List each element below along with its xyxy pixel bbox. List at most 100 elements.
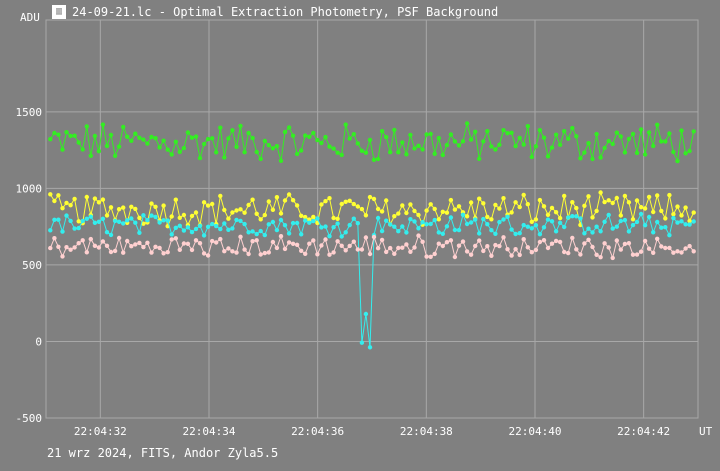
series-4-point <box>52 236 57 241</box>
series-3-point <box>545 217 551 222</box>
series-4-point <box>363 235 369 240</box>
series-4-point <box>355 247 360 252</box>
series-2-point <box>355 204 360 209</box>
series-1-point <box>246 130 251 136</box>
series-3-point <box>444 224 450 229</box>
series-3-point <box>359 340 365 345</box>
series-4-point <box>460 239 466 244</box>
series-1-point <box>501 128 506 133</box>
series-4-point <box>290 241 296 246</box>
series-3-point <box>501 217 506 222</box>
series-3-point <box>566 215 571 220</box>
series-2-point <box>602 199 607 205</box>
series-2-point <box>501 196 506 201</box>
series-4-point <box>359 247 365 252</box>
series-1-point <box>363 150 369 155</box>
series-3-point <box>169 232 174 237</box>
series-1-point <box>618 134 623 139</box>
series-2-point <box>493 202 498 208</box>
series-3-point <box>125 218 130 223</box>
series-3-point <box>578 216 583 221</box>
series-3-point <box>250 229 255 234</box>
series-2-point <box>400 203 405 208</box>
series-1-point <box>185 130 191 135</box>
series-1-point <box>384 134 389 140</box>
series-1-point <box>286 125 292 130</box>
series-1-point <box>210 136 215 141</box>
series-1-point <box>444 142 450 148</box>
series-4-point <box>274 245 280 251</box>
series-1-point <box>193 134 199 139</box>
series-4-point <box>432 251 437 257</box>
series-3-point <box>638 211 644 217</box>
series-4-point <box>104 243 110 248</box>
series-1-point <box>505 131 510 136</box>
series-3-point <box>165 218 170 223</box>
series-4-point <box>254 238 259 243</box>
series-3-point <box>396 229 401 234</box>
series-1-point <box>125 134 130 139</box>
y-tick-label: -500 <box>16 412 43 425</box>
series-1-point <box>278 158 284 163</box>
series-2-point <box>562 193 567 199</box>
series-3-point <box>214 223 219 229</box>
series-3-point <box>642 223 648 228</box>
series-1-point <box>226 136 231 141</box>
series-2-point <box>634 198 640 203</box>
series-3-point <box>537 232 543 237</box>
series-4-point <box>497 243 502 249</box>
series-4-point <box>416 233 421 238</box>
series-1-point <box>477 156 482 161</box>
series-2-point <box>432 206 437 212</box>
series-3-point <box>141 213 146 218</box>
series-2-point <box>679 213 684 218</box>
series-1-point <box>282 129 288 135</box>
series-2-point <box>574 205 579 211</box>
series-3-point <box>331 225 336 230</box>
series-1-point <box>311 130 316 136</box>
series-3-point <box>363 311 369 317</box>
x-tick-label: 22:04:36 <box>291 425 344 438</box>
series-3-point <box>646 214 652 220</box>
series-1-point <box>683 151 688 156</box>
series-4-point <box>509 253 514 258</box>
series-2-point <box>379 209 385 214</box>
series-3-point <box>379 228 385 234</box>
series-4-point <box>96 245 102 250</box>
series-1-point <box>258 156 263 162</box>
series-3-point <box>270 219 276 225</box>
series-2-point <box>614 195 619 201</box>
series-2-point <box>286 192 292 197</box>
series-1-point <box>343 122 348 127</box>
series-2-point <box>250 197 255 202</box>
series-4-point <box>331 250 336 255</box>
series-1-point <box>416 143 421 148</box>
series-2-point <box>311 214 316 220</box>
series-2-point <box>331 215 336 221</box>
series-1-point <box>165 147 170 152</box>
series-2-point <box>121 205 126 210</box>
series-4-point <box>189 247 195 253</box>
series-1-point <box>347 136 352 141</box>
series-3-point <box>497 219 502 225</box>
series-2-point <box>622 193 628 199</box>
series-4-point <box>606 245 611 250</box>
series-3-point <box>104 230 110 235</box>
series-2-point <box>444 210 450 215</box>
series-1-point <box>675 158 680 164</box>
series-3-point <box>112 218 118 224</box>
series-1-point <box>460 139 466 144</box>
series-4-point <box>642 238 648 244</box>
series-4-point <box>230 249 235 254</box>
series-2-point <box>299 213 304 218</box>
series-3-point <box>614 224 619 229</box>
series-1-point <box>537 128 543 133</box>
series-2-point <box>537 197 543 203</box>
series-2-point <box>642 206 648 211</box>
series-4-point <box>396 245 401 251</box>
series-1-point <box>88 153 94 158</box>
series-4-point <box>133 242 138 247</box>
series-2-point <box>638 205 644 210</box>
series-1-point <box>642 152 648 157</box>
series-3-point <box>485 222 490 227</box>
